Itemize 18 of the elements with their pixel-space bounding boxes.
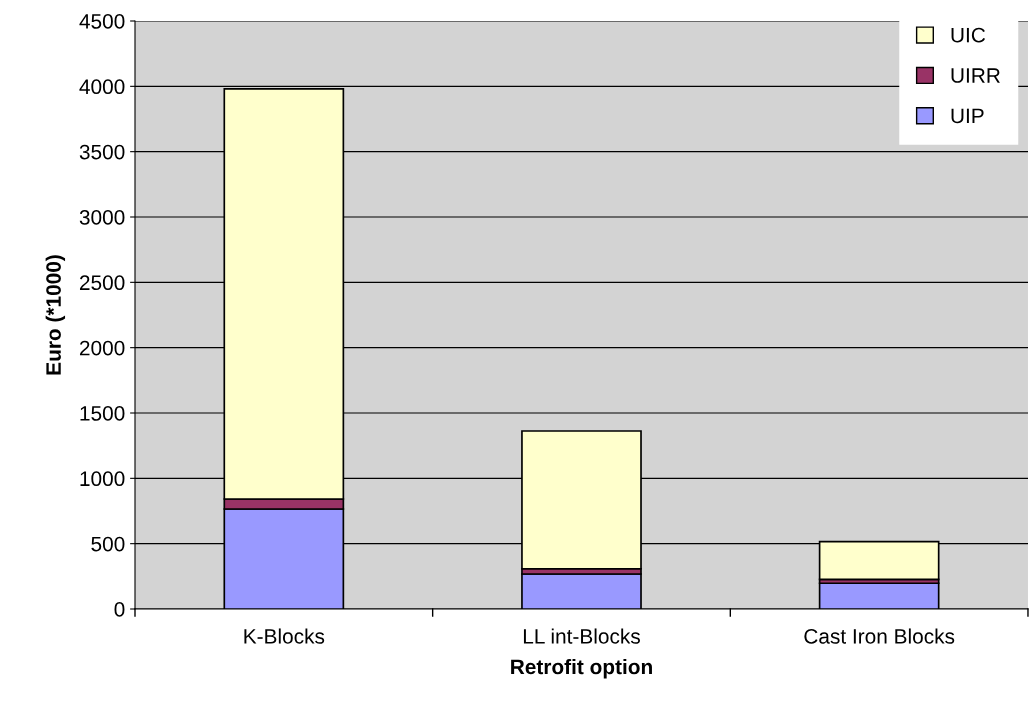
y-tick-label: 4500 [79,14,125,29]
x-axis-title: Retrofit option [511,658,652,679]
x-tick-label: K-Blocks [244,628,325,644]
y-tick-label: 2000 [79,340,125,356]
y-tick-label: 0 [114,602,125,617]
x-tick-label: LL int-Blocks [523,628,640,644]
y-tick-label: 1500 [80,406,125,421]
y-tick-label: 2500 [79,275,125,291]
legend-label: UIC [951,27,986,43]
x-tick-label: Cast Iron Blocks [804,628,955,644]
y-tick-label: 3500 [79,144,125,160]
y-tick-label: 3000 [79,210,125,225]
y-tick-label: 4000 [79,79,125,95]
y-tick-label: 500 [91,536,125,552]
legend-label: UIP [951,108,984,124]
legend-label: UIRR [951,68,1000,83]
y-tick-label: 1000 [80,471,125,487]
y-axis-title: Euro (*1000) [45,255,66,375]
